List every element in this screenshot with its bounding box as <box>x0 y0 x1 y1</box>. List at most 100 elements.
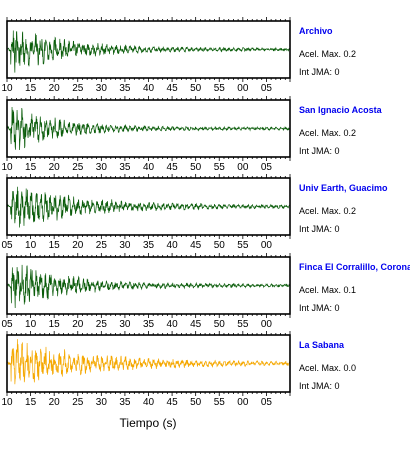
seismogram-panel: 10 15 20 25 30 35 40 45 50 55 00 05 San Ignacio Acos… <box>1 96 383 173</box>
tick-label: 00 <box>237 397 249 408</box>
acel-max-prefix: Acel. Max. <box>299 206 344 216</box>
int-jma-prefix: Int JMA: <box>299 303 335 313</box>
acel-max-prefix: Acel. Max. <box>299 49 344 59</box>
acel-max-prefix: Acel. Max. <box>299 285 344 295</box>
tick-label: 45 <box>190 319 202 330</box>
tick-label: 50 <box>190 83 202 94</box>
waveform-trace <box>6 106 291 150</box>
tick-label: 40 <box>143 162 155 173</box>
int-jma-value: 0 <box>335 224 340 234</box>
tick-label: 40 <box>143 397 155 408</box>
tick-label: 35 <box>119 83 131 94</box>
int-jma-value: 0 <box>335 381 340 391</box>
int-jma-text: Int JMA: 0 <box>299 381 340 391</box>
tick-label: 40 <box>167 240 179 251</box>
tick-label: 05 <box>1 319 13 330</box>
tick-label: 30 <box>96 83 108 94</box>
tick-label: 15 <box>25 162 37 173</box>
int-jma-text: Int JMA: 0 <box>299 303 340 313</box>
acel-max-text: Acel. Max. 0.2 <box>299 206 356 216</box>
tick-label: 15 <box>49 319 61 330</box>
tick-label: 50 <box>190 397 202 408</box>
x-axis-label: Tiempo (s) <box>120 416 177 430</box>
plot-frame <box>6 99 291 158</box>
tick-label: 15 <box>25 83 37 94</box>
int-jma-text: Int JMA: 0 <box>299 224 340 234</box>
tick-label: 25 <box>72 83 84 94</box>
tick-label: 20 <box>72 240 84 251</box>
tick-label: 25 <box>96 319 108 330</box>
tick-label: 30 <box>96 162 108 173</box>
tick-label: 20 <box>72 319 84 330</box>
station-name: Finca El Corralillo, Coronado <box>299 262 410 272</box>
acel-max-value: 0.2 <box>344 128 357 138</box>
tick-label: 00 <box>237 83 249 94</box>
tick-label: 05 <box>261 162 273 173</box>
station-name: Archivo <box>299 26 333 36</box>
tick-label: 35 <box>143 240 155 251</box>
int-jma-text: Int JMA: 0 <box>299 67 340 77</box>
tick-label: 30 <box>119 240 131 251</box>
tick-label: 40 <box>167 319 179 330</box>
acel-max-text: Acel. Max. 0.0 <box>299 363 356 373</box>
tick-label: 55 <box>214 83 226 94</box>
tick-label: 25 <box>96 240 108 251</box>
acel-max-value: 0.0 <box>344 363 357 373</box>
waveform-trace <box>6 186 291 228</box>
int-jma-prefix: Int JMA: <box>299 224 335 234</box>
acel-max-value: 0.1 <box>344 285 357 295</box>
acel-max-value: 0.2 <box>344 49 357 59</box>
station-name: Univ Earth, Guacimo <box>299 183 388 193</box>
tick-label: 50 <box>214 240 226 251</box>
tick-label: 15 <box>25 397 37 408</box>
tick-label: 00 <box>237 162 249 173</box>
waveform-trace <box>6 30 291 73</box>
acel-max-text: Acel. Max. 0.2 <box>299 49 356 59</box>
tick-label: 45 <box>190 240 202 251</box>
int-jma-prefix: Int JMA: <box>299 381 335 391</box>
waveform-trace <box>6 264 291 308</box>
int-jma-text: Int JMA: 0 <box>299 146 340 156</box>
seismogram-panel: 10 15 20 25 30 35 40 45 50 55 00 05 La Sabana Acel. M… <box>1 331 356 408</box>
tick-label: 45 <box>167 83 179 94</box>
station-name: San Ignacio Acosta <box>299 105 383 115</box>
tick-label: 20 <box>49 83 61 94</box>
acel-max-text: Acel. Max. 0.2 <box>299 128 356 138</box>
tick-label: 35 <box>143 319 155 330</box>
acel-max-prefix: Acel. Max. <box>299 363 344 373</box>
seismogram-panel: 05 10 15 20 25 30 35 40 45 50 55 00 Univ Earth, Guac… <box>1 174 388 251</box>
tick-label: 45 <box>167 397 179 408</box>
waveform-trace <box>6 339 291 385</box>
tick-label: 10 <box>1 162 13 173</box>
int-jma-value: 0 <box>335 146 340 156</box>
tick-label: 50 <box>190 162 202 173</box>
tick-label: 05 <box>1 240 13 251</box>
acel-max-text: Acel. Max. 0.1 <box>299 285 356 295</box>
tick-label: 50 <box>214 319 226 330</box>
tick-label: 55 <box>214 162 226 173</box>
tick-label: 20 <box>49 162 61 173</box>
int-jma-value: 0 <box>335 67 340 77</box>
station-name: La Sabana <box>299 340 345 350</box>
int-jma-prefix: Int JMA: <box>299 146 335 156</box>
tick-label: 55 <box>214 397 226 408</box>
tick-label: 05 <box>261 83 273 94</box>
tick-label: 00 <box>261 319 273 330</box>
acel-max-prefix: Acel. Max. <box>299 128 344 138</box>
tick-label: 05 <box>261 397 273 408</box>
tick-label: 20 <box>49 397 61 408</box>
tick-label: 45 <box>167 162 179 173</box>
tick-label: 55 <box>237 319 249 330</box>
tick-label: 10 <box>25 319 37 330</box>
tick-label: 25 <box>72 162 84 173</box>
seismogram-panel: 05 10 15 20 25 30 35 40 45 50 55 00 Finca El Corrali… <box>1 253 410 330</box>
int-jma-value: 0 <box>335 303 340 313</box>
tick-label: 30 <box>96 397 108 408</box>
tick-label: 40 <box>143 83 155 94</box>
tick-label: 30 <box>119 319 131 330</box>
tick-label: 10 <box>25 240 37 251</box>
tick-label: 00 <box>261 240 273 251</box>
int-jma-prefix: Int JMA: <box>299 67 335 77</box>
tick-label: 10 <box>1 83 13 94</box>
